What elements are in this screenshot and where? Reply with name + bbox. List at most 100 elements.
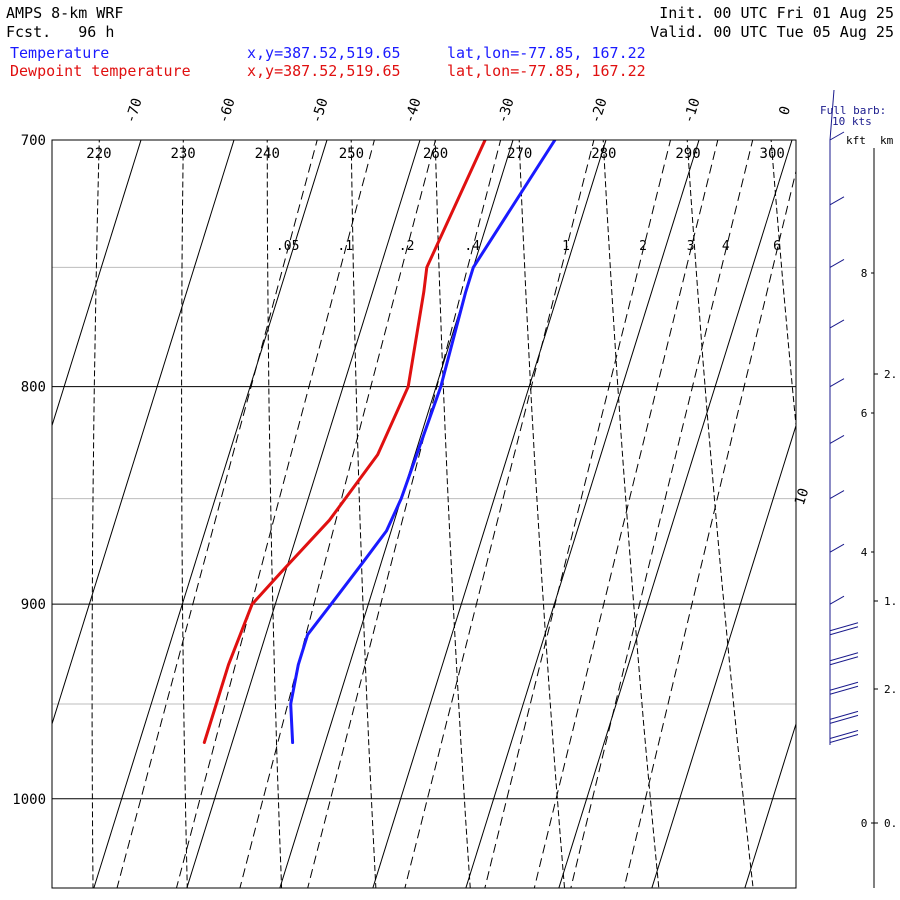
temperature-tick-label: -40 bbox=[402, 96, 425, 125]
isotherm-line bbox=[651, 423, 796, 888]
mixing-ratio-label: .2 bbox=[399, 239, 415, 254]
mixing-ratio-line bbox=[533, 140, 719, 888]
isotherm-line bbox=[465, 140, 700, 888]
mixing-ratio-label: .05 bbox=[276, 239, 299, 254]
temperature-tick-label: 0 bbox=[776, 104, 794, 117]
height-kft-label: 6 bbox=[861, 407, 868, 420]
height-units-km: km bbox=[880, 134, 894, 147]
mixing-ratio-line bbox=[175, 140, 375, 888]
wind-key-line1: Full barb: bbox=[820, 104, 887, 117]
temperature-tick-label: -60 bbox=[216, 96, 239, 125]
temperature-tick-label: -30 bbox=[495, 96, 518, 125]
height-kft-label: 4 bbox=[861, 546, 868, 559]
mixing-ratio-label: .1 bbox=[337, 239, 353, 254]
temperature-tick-label: -70 bbox=[123, 96, 146, 125]
legend-temperature-label: Temperature bbox=[10, 44, 110, 62]
legend-dewpoint-xy: x,y=387.52,519.65 bbox=[247, 62, 401, 80]
chart-series bbox=[202, 140, 557, 744]
legend-temperature-xy: x,y=387.52,519.65 bbox=[247, 44, 401, 62]
isotherm-line bbox=[838, 140, 900, 888]
theta-label: 260 bbox=[423, 146, 448, 162]
legend-dewpoint-label: Dewpoint temperature bbox=[10, 62, 191, 80]
wind-barb bbox=[829, 685, 859, 695]
wind-barb bbox=[829, 656, 859, 666]
temperature-tick-label: 10 bbox=[792, 486, 812, 507]
dry-adiabat-line bbox=[350, 140, 377, 888]
height-km-label: 0. bbox=[884, 817, 897, 830]
dry-adiabat-line bbox=[266, 140, 283, 888]
dry-adiabat-line bbox=[518, 140, 566, 888]
theta-label: 220 bbox=[86, 146, 111, 162]
wind-barb bbox=[829, 543, 845, 553]
valid-time: Valid. 00 UTC Tue 05 Aug 25 bbox=[650, 23, 894, 41]
isotherm-line bbox=[372, 140, 607, 888]
mixing-ratio-line bbox=[307, 140, 502, 888]
wind-barb bbox=[829, 319, 845, 329]
height-km-label: 1. bbox=[884, 595, 897, 608]
isotherm-line bbox=[558, 140, 793, 888]
height-kft-label: 8 bbox=[861, 267, 868, 280]
plot-frame bbox=[51, 139, 797, 889]
mixing-ratio-line bbox=[623, 169, 796, 888]
height-km-label: 2. bbox=[884, 683, 897, 696]
dry-adiabat-line bbox=[686, 140, 754, 888]
dry-adiabat-line bbox=[181, 140, 188, 888]
temperature-tick-label: -50 bbox=[309, 96, 332, 125]
mixing-ratio-line bbox=[404, 140, 595, 888]
wind-barb bbox=[829, 622, 859, 632]
wind-barb bbox=[829, 595, 845, 605]
legend-dewpoint-latlon: lat,lon=-77.85, 167.22 bbox=[447, 62, 646, 80]
isotherm-line bbox=[0, 140, 48, 888]
pressure-tick-label: 1000 bbox=[12, 792, 46, 808]
mixing-ratio-label: 2 bbox=[639, 239, 647, 254]
model-title: AMPS 8-km WRF bbox=[6, 4, 124, 22]
mixing-ratio-label: 3 bbox=[687, 239, 695, 254]
theta-label: 250 bbox=[339, 146, 364, 162]
wind-barb bbox=[829, 710, 859, 720]
height-km-label: 2. bbox=[884, 368, 897, 381]
mixing-ratio-line bbox=[116, 140, 318, 888]
dry-adiabat-line bbox=[0, 0, 22, 900]
pressure-tick-label: 700 bbox=[21, 133, 46, 149]
wind-barb bbox=[829, 196, 845, 206]
temperature-profile bbox=[289, 140, 557, 744]
wind-barb-column: 0 4 6 8 0. 1. 2. 2. bbox=[829, 89, 897, 888]
wind-barb bbox=[829, 681, 859, 691]
isotherm-line bbox=[744, 722, 796, 888]
dry-adiabat-line bbox=[91, 140, 100, 888]
wind-barb bbox=[829, 714, 859, 724]
theta-label: 290 bbox=[675, 146, 700, 162]
mixing-ratio-line bbox=[570, 140, 754, 888]
wind-barb bbox=[829, 730, 859, 740]
isotherm-line bbox=[52, 140, 235, 726]
wind-barb bbox=[829, 652, 859, 662]
mixing-ratio-line bbox=[239, 140, 437, 888]
isotherm-line bbox=[52, 140, 142, 428]
wind-barb bbox=[829, 435, 845, 444]
forecast-hour: Fcst. 96 h bbox=[6, 23, 115, 41]
mixing-ratio-label: 4 bbox=[722, 239, 730, 254]
legend-temperature-latlon: lat,lon=-77.85, 167.22 bbox=[447, 44, 646, 62]
wind-barb bbox=[829, 131, 845, 141]
mixing-ratio-label: .4 bbox=[464, 239, 480, 254]
isotherm-line bbox=[93, 140, 328, 888]
wind-barb bbox=[829, 490, 845, 500]
mixing-ratio-line bbox=[484, 140, 672, 888]
dry-adiabat-line bbox=[770, 140, 796, 431]
height-units-kft: kft bbox=[846, 134, 866, 147]
dewpoint-profile bbox=[202, 140, 487, 744]
wind-barb bbox=[829, 258, 845, 268]
wind-barb bbox=[829, 89, 835, 141]
pressure-tick-label: 900 bbox=[21, 597, 46, 613]
temperature-tick-label: -10 bbox=[681, 96, 704, 125]
temperature-tick-label: -20 bbox=[588, 96, 611, 125]
theta-label: 280 bbox=[591, 146, 616, 162]
theta-label: 270 bbox=[507, 146, 532, 162]
isotherm-line bbox=[186, 140, 421, 888]
init-time: Init. 00 UTC Fri 01 Aug 25 bbox=[659, 4, 894, 22]
wind-barb bbox=[829, 378, 845, 388]
dry-adiabat-line bbox=[602, 140, 660, 888]
